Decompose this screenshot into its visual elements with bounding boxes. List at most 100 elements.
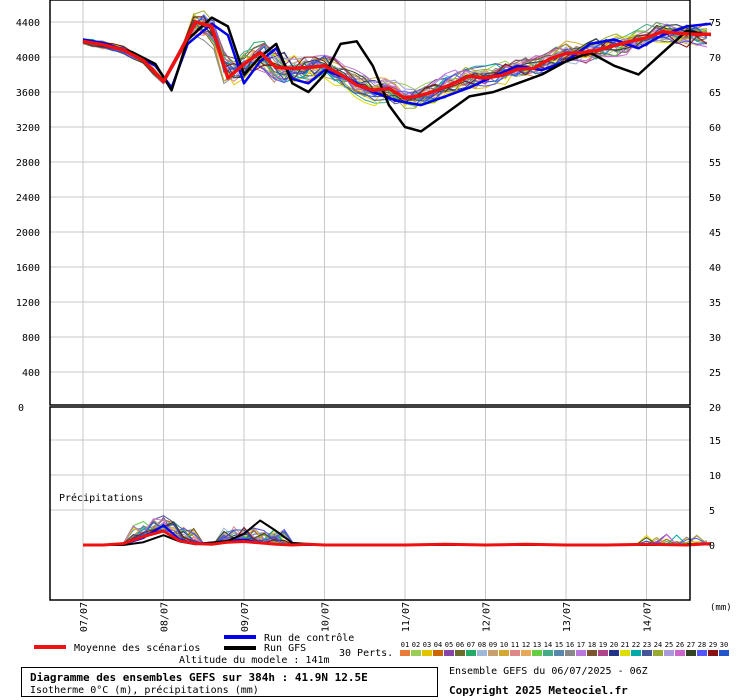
perturbation-number-05: 05	[445, 641, 453, 649]
perturbation-swatch-14	[543, 650, 553, 656]
perturbation-swatch-22	[631, 650, 641, 656]
perturbation-number-15: 15	[555, 641, 563, 649]
y-left-tick-label: 4000	[16, 53, 40, 64]
y-left-tick-label: 2000	[16, 228, 40, 239]
precip-title: Précipitations	[59, 492, 143, 504]
perturbation-number-12: 12	[522, 641, 530, 649]
perturbation-swatch-07	[466, 650, 476, 656]
perturbation-number-21: 21	[621, 641, 629, 649]
x-tick-label: 14/07	[643, 602, 654, 632]
perturbation-number-24: 24	[654, 641, 662, 649]
perturbation-swatch-18	[587, 650, 597, 656]
perturbation-number-14: 14	[544, 641, 552, 649]
model-altitude: Altitude du modele : 141m	[179, 655, 330, 666]
precip-tick-label: 10	[709, 471, 721, 482]
perturbation-swatch-11	[510, 650, 520, 656]
perturbation-swatch-06	[455, 650, 465, 656]
perturbation-number-27: 27	[687, 641, 695, 649]
perturbation-swatch-10	[499, 650, 509, 656]
perturbation-number-08: 08	[478, 641, 486, 649]
legend-gfs-label: Run GFS	[264, 643, 306, 654]
perturbation-swatch-21	[620, 650, 630, 656]
perturbation-number-22: 22	[632, 641, 640, 649]
perturbation-number-02: 02	[412, 641, 420, 649]
isotherm-panel-grid	[50, 0, 690, 405]
perturbation-swatch-16	[565, 650, 575, 656]
perturbation-number-16: 16	[566, 641, 574, 649]
y-right-tick-label: 55	[709, 158, 721, 169]
perturbation-swatch-13	[532, 650, 542, 656]
precip-tick-label: 15	[709, 436, 721, 447]
chart-info-box: Diagramme des ensembles GEFS sur 384h : …	[21, 667, 438, 697]
perturbation-swatch-01	[400, 650, 410, 656]
perturbation-swatch-29	[708, 650, 718, 656]
copyright: Copyright 2025 Meteociel.fr	[449, 684, 628, 697]
y-left-tick-label: 3200	[16, 123, 40, 134]
run-info: Ensemble GEFS du 06/07/2025 - 06Z	[449, 666, 648, 677]
perturbation-number-29: 29	[709, 641, 717, 649]
y-right-tick-label: 70	[709, 53, 721, 64]
y-left-tick-label: 800	[22, 333, 40, 344]
y-right-tick-label: 60	[709, 123, 721, 134]
x-tick-label: 12/07	[482, 602, 493, 632]
perturbation-legend: 01 02 03 04 05 06 07 08 09 10 11 12 13 14 15 16 17 18 19 20…	[400, 641, 729, 656]
perturbation-number-28: 28	[698, 641, 706, 649]
y-left-tick-label: 2800	[16, 158, 40, 169]
y-right-tick-label: 30	[709, 333, 721, 344]
legend-mean-label: Moyenne des scénarios	[74, 642, 200, 654]
x-tick-label: 09/07	[240, 602, 251, 632]
y-right-tick-label: 35	[709, 298, 721, 309]
precip-tick-label: 0	[709, 541, 715, 552]
perturbation-swatch-03	[422, 650, 432, 656]
y-right-tick-label: 25	[709, 368, 721, 379]
y-left-tick-label: 3600	[16, 88, 40, 99]
perturbation-number-03: 03	[423, 641, 431, 649]
perturbation-swatch-05	[444, 650, 454, 656]
y-left-tick-label: 400	[22, 368, 40, 379]
perturbation-number-06: 06	[456, 641, 464, 649]
gfs-run-line	[82, 16, 712, 133]
perturbation-number-30: 30	[720, 641, 728, 649]
perturbation-number-23: 23	[643, 641, 651, 649]
y-right-bottom-label: 20	[709, 403, 721, 414]
legend-perts-label: 30 Perts.	[339, 648, 393, 659]
perturbation-swatch-26	[675, 650, 685, 656]
perturbation-swatch-24	[653, 650, 663, 656]
perturbation-number-13: 13	[533, 641, 541, 649]
precip-panel-frame	[49, 406, 691, 601]
perturbation-number-25: 25	[665, 641, 673, 649]
perturbation-number-10: 10	[500, 641, 508, 649]
y-left-tick-label: 4400	[16, 18, 40, 29]
x-tick-label: 11/07	[401, 602, 412, 632]
y-right-tick-label: 65	[709, 88, 721, 99]
precip-tick-label: 5	[709, 506, 715, 517]
perturbation-swatch-04	[433, 650, 443, 656]
y-left-tick-label: 1600	[16, 263, 40, 274]
perturbation-number-17: 17	[577, 641, 585, 649]
perturbation-swatch-09	[488, 650, 498, 656]
legend-control-label: Run de contrôle	[264, 632, 354, 644]
perturbation-swatch-08	[477, 650, 487, 656]
y-right-tick-label: 50	[709, 193, 721, 204]
isotherm-main-series	[82, 16, 712, 133]
perturbation-swatch-15	[554, 650, 564, 656]
perturbation-number-09: 09	[489, 641, 497, 649]
chart-title: Diagramme des ensembles GEFS sur 384h : …	[30, 671, 368, 684]
perturbation-number-11: 11	[511, 641, 519, 649]
precip-mean-line	[83, 529, 711, 547]
perturbation-swatch-27	[686, 650, 696, 656]
perturbation-swatch-23	[642, 650, 652, 656]
perturbation-swatch-02	[411, 650, 421, 656]
y-right-tick-label: 75	[709, 18, 721, 29]
x-tick-label: 13/07	[562, 602, 573, 632]
chart-subtitle: Isotherme 0°C (m), précipitations (mm)	[30, 685, 259, 696]
perturbation-number-01: 01	[401, 641, 409, 649]
isotherm-panel-frame	[49, 0, 691, 406]
y-right-tick-label: 45	[709, 228, 721, 239]
perturbation-number-26: 26	[676, 641, 684, 649]
perturbation-swatch-28	[697, 650, 707, 656]
precip-main-series	[82, 519, 711, 547]
perturbation-number-18: 18	[588, 641, 596, 649]
